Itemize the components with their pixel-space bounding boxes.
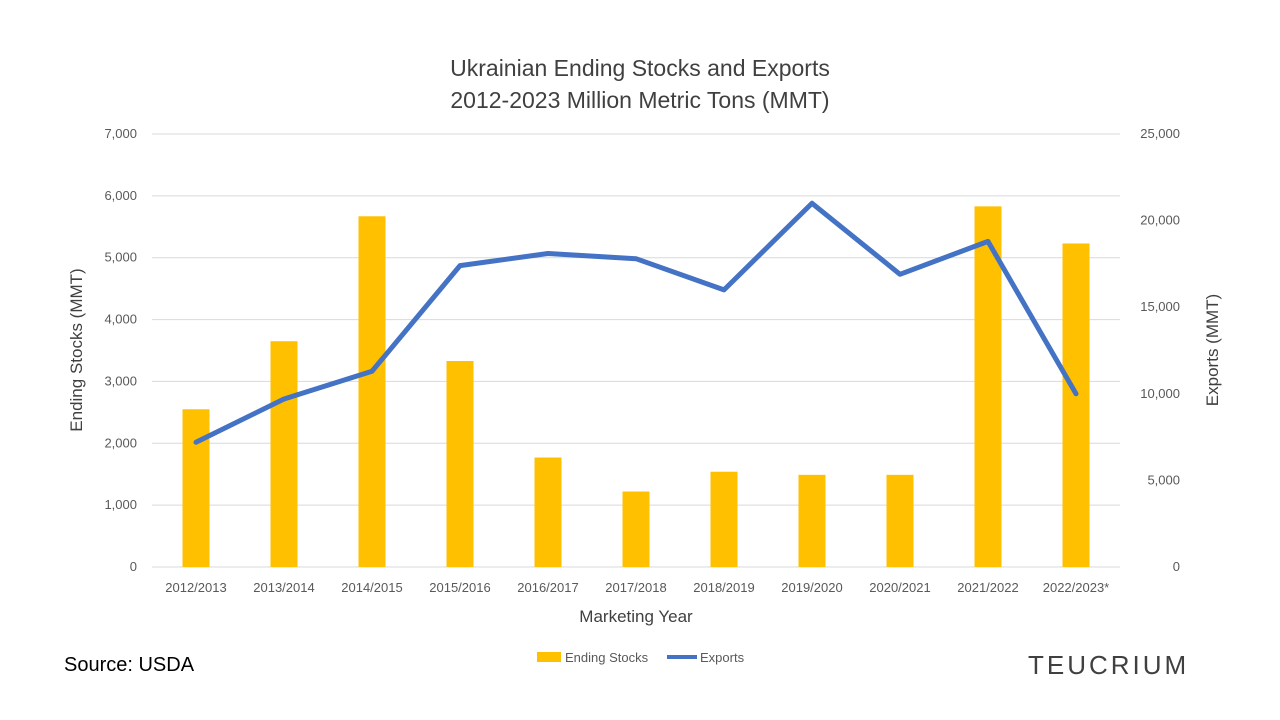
legend-label-ending-stocks: Ending Stocks [565, 650, 649, 665]
y2-tick-label: 20,000 [1140, 213, 1180, 228]
bar-ending-stocks [270, 341, 298, 567]
y2-tick-label: 15,000 [1140, 299, 1180, 314]
x-tick-label: 2012/2013 [165, 580, 226, 595]
x-tick-label: 2013/2014 [253, 580, 314, 595]
bar-ending-stocks [1062, 243, 1090, 568]
x-tick-label: 2019/2020 [781, 580, 842, 595]
y2-tick-label: 10,000 [1140, 386, 1180, 401]
y-tick-label: 5,000 [104, 250, 137, 265]
y2-axis-label: Exports (MMT) [1203, 294, 1222, 406]
exports-line-series [193, 200, 1079, 445]
x-tick-label: 2022/2023* [1043, 580, 1110, 595]
bar-ending-stocks [358, 216, 386, 567]
x-tick-label: 2014/2015 [341, 580, 402, 595]
source-note: Source: USDA [64, 654, 195, 676]
chart-subtitle: 2012-2023 Million Metric Tons (MMT) [450, 87, 829, 113]
legend-label-exports: Exports [700, 650, 745, 665]
y-tick-label: 1,000 [104, 497, 137, 512]
bar-ending-stocks [886, 474, 914, 567]
x-axis-label: Marketing Year [579, 607, 693, 626]
bar-ending-stocks [182, 409, 210, 567]
ending-stocks-bars [182, 206, 1090, 568]
x-tick-label: 2016/2017 [517, 580, 578, 595]
chart-title: Ukrainian Ending Stocks and Exports [450, 55, 830, 81]
brand-logo: TEUCRIUM [1028, 650, 1190, 680]
bar-ending-stocks [622, 491, 650, 567]
y2-tick-label: 25,000 [1140, 126, 1180, 141]
y2-tick-label: 0 [1173, 559, 1180, 574]
legend-swatch-ending-stocks [537, 652, 561, 662]
x-tick-label: 2017/2018 [605, 580, 666, 595]
x-tick-label: 2020/2021 [869, 580, 930, 595]
y2-tick-label: 5,000 [1147, 472, 1180, 487]
bar-ending-stocks [710, 471, 738, 567]
y-tick-label: 2,000 [104, 435, 137, 450]
y-axis-label: Ending Stocks (MMT) [67, 268, 86, 431]
bar-ending-stocks [534, 457, 562, 567]
exports-line [193, 200, 1079, 445]
bar-ending-stocks [974, 206, 1002, 567]
legend: Ending Stocks Exports [537, 650, 745, 665]
y-tick-label: 3,000 [104, 373, 137, 388]
bar-ending-stocks [446, 361, 474, 567]
y-tick-label: 6,000 [104, 188, 137, 203]
x-tick-label: 2015/2016 [429, 580, 490, 595]
x-tick-label: 2021/2022 [957, 580, 1018, 595]
x-tick-label: 2018/2019 [693, 580, 754, 595]
y-tick-label: 7,000 [104, 126, 137, 141]
bar-ending-stocks [798, 474, 826, 567]
y-tick-label: 4,000 [104, 312, 137, 327]
axis-ticks: 0 1,000 2,000 3,000 4,000 5,000 6,000 7,000 0 5,0… [104, 126, 1180, 595]
y-tick-label: 0 [130, 559, 137, 574]
